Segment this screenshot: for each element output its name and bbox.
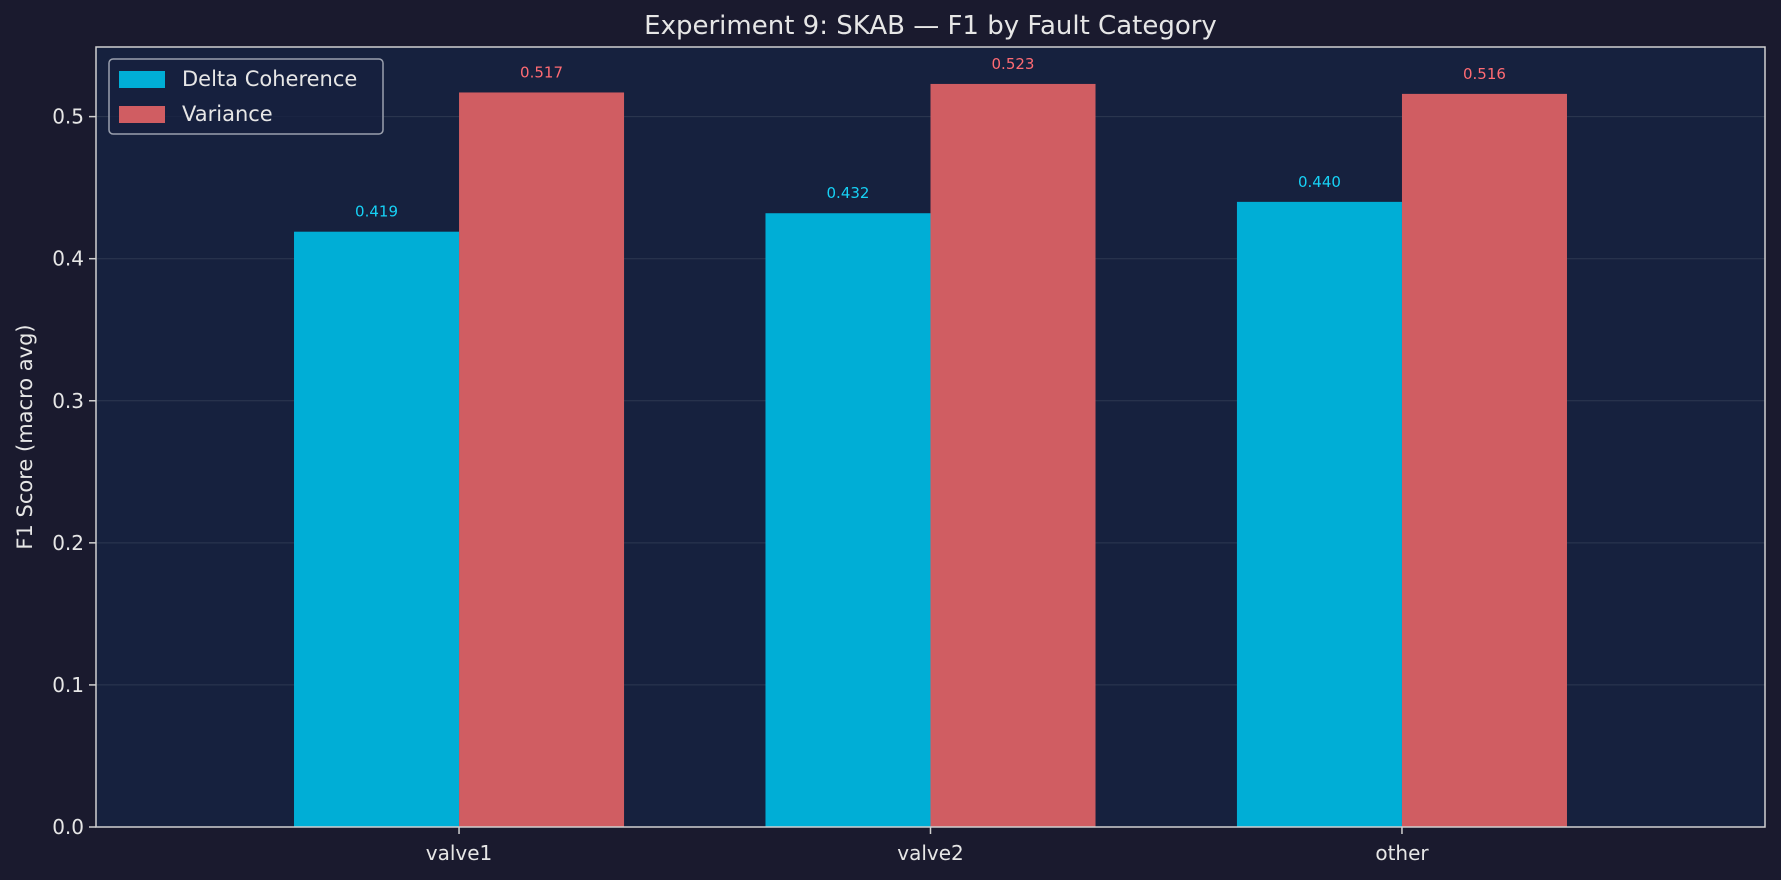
x-tick-label: valve2	[897, 841, 964, 865]
legend-label: Variance	[182, 102, 273, 126]
legend-box	[108, 58, 384, 135]
data-label: 0.440	[1298, 173, 1341, 191]
y-tick-label: 0.5	[52, 105, 84, 129]
y-tick-label: 0.2	[52, 531, 84, 555]
data-label: 0.419	[355, 203, 398, 221]
y-tick-label: 0.3	[52, 389, 84, 413]
chart-title: Experiment 9: SKAB — F1 by Fault Categor…	[644, 11, 1217, 41]
data-label: 0.516	[1463, 65, 1506, 83]
bar	[459, 92, 625, 827]
data-label: 0.432	[827, 184, 870, 202]
y-tick-label: 0.4	[52, 247, 84, 271]
bar	[294, 231, 460, 827]
axes: 0.0 0.1 0.2 0.3 0.4 0.5 valve1 valve2 other	[52, 105, 1429, 865]
y-tick-label: 0.0	[52, 815, 84, 839]
data-labels: 0.419 0.517 0.432 0.523 0.440 0.516	[355, 55, 1506, 221]
data-label: 0.517	[520, 63, 563, 81]
bar	[930, 83, 1096, 828]
legend-label: Delta Coherence	[182, 67, 357, 91]
legend-swatch	[119, 71, 165, 88]
legend-swatch	[119, 106, 165, 123]
legend: Delta Coherence Variance	[108, 58, 384, 135]
bar	[1401, 93, 1567, 827]
data-label: 0.523	[992, 55, 1035, 73]
x-tick-label: other	[1375, 841, 1429, 865]
y-axis-label: F1 Score (macro avg)	[13, 324, 37, 549]
x-tick-label: valve1	[426, 841, 493, 865]
bars	[294, 83, 1567, 828]
y-tick-label: 0.1	[52, 673, 84, 697]
bar	[1236, 201, 1402, 827]
bar	[765, 213, 931, 828]
